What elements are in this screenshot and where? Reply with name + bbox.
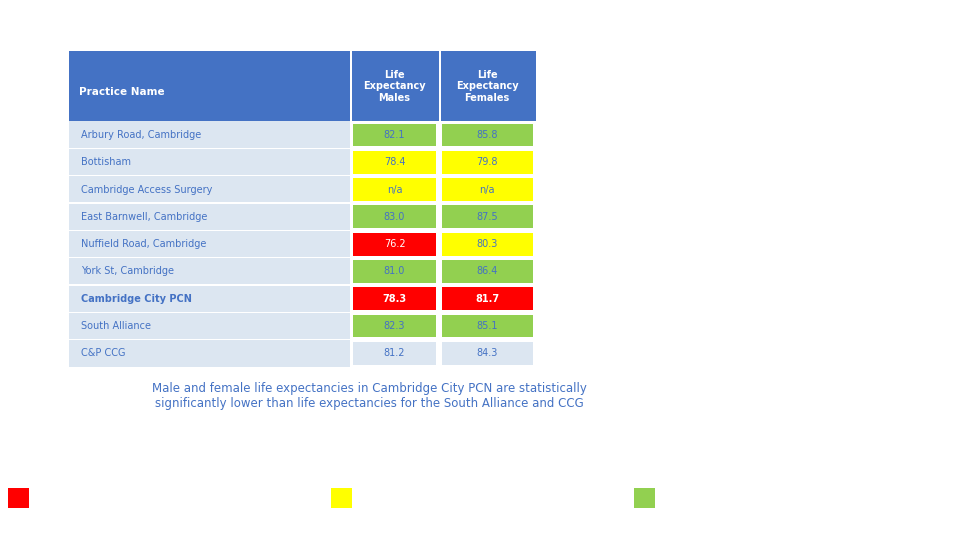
Text: 81.0: 81.0: [384, 266, 405, 276]
Bar: [69, 339, 536, 340]
Bar: [69, 202, 536, 204]
Bar: [69, 340, 350, 367]
Text: York St, Cambridge: York St, Cambridge: [81, 266, 174, 276]
Bar: [69, 312, 350, 340]
Text: Life
Expectancy
Females: Life Expectancy Females: [456, 70, 518, 103]
Bar: [353, 260, 436, 283]
Text: South Alliance: South Alliance: [81, 321, 151, 331]
Bar: [69, 285, 350, 312]
Text: 78.4: 78.4: [384, 157, 405, 167]
Bar: [442, 315, 533, 338]
Bar: [69, 312, 536, 313]
Bar: [442, 287, 533, 310]
Text: Practice Name: Practice Name: [79, 87, 164, 97]
Text: 79.8: 79.8: [476, 157, 498, 167]
Bar: [442, 233, 533, 255]
Bar: [69, 175, 536, 177]
Bar: [69, 230, 536, 231]
Bar: [69, 122, 350, 148]
Text: 82.3: 82.3: [384, 321, 405, 331]
Bar: [69, 258, 350, 285]
Bar: [8, 489, 29, 508]
Bar: [69, 148, 536, 149]
Text: 86.4: 86.4: [476, 266, 498, 276]
Bar: [69, 231, 350, 258]
Bar: [331, 489, 352, 508]
Text: 85.1: 85.1: [476, 321, 498, 331]
Bar: [69, 257, 536, 258]
Text: n/a: n/a: [387, 185, 402, 194]
Bar: [442, 178, 533, 201]
Text: Cambridge Access Surgery: Cambridge Access Surgery: [81, 185, 212, 194]
Text: 83.0: 83.0: [384, 212, 405, 222]
Bar: [439, 51, 441, 122]
Text: Life
Expectancy
Males: Life Expectancy Males: [363, 70, 426, 103]
Text: Nuffield Road, Cambridge: Nuffield Road, Cambridge: [81, 239, 206, 249]
Text: n/a: n/a: [479, 185, 495, 194]
Bar: [634, 489, 655, 508]
Bar: [69, 203, 350, 231]
Text: East Barnwell, Cambridge: East Barnwell, Cambridge: [81, 212, 207, 222]
Bar: [69, 148, 350, 176]
Text: 84.3: 84.3: [476, 348, 498, 359]
Text: Cambridge City PCN: Cambridge City PCN: [81, 294, 191, 303]
Text: Source: C&P PHI based, derived from NHS Digital Civil Registration data and GP r: Source: C&P PHI based, derived from NHS …: [8, 525, 463, 534]
Text: 80.3: 80.3: [476, 239, 498, 249]
Text: Male and female life expectancies in Cambridge City PCN are statistically
signif: Male and female life expectancies in Cam…: [153, 382, 587, 410]
Bar: [69, 284, 536, 286]
Text: 81.7: 81.7: [475, 294, 499, 303]
Text: 78.3: 78.3: [382, 294, 407, 303]
Bar: [353, 287, 436, 310]
Text: C&P CCG: C&P CCG: [81, 348, 125, 359]
Bar: [69, 176, 350, 203]
Text: 85.8: 85.8: [476, 130, 498, 140]
Text: Arbury Road, Cambridge: Arbury Road, Cambridge: [81, 130, 201, 140]
Bar: [350, 51, 352, 122]
Text: 82.1: 82.1: [384, 130, 405, 140]
Text: statistically significantly lower than next level in hierarchy: statistically significantly lower than n…: [36, 494, 283, 503]
Bar: [353, 151, 436, 174]
Bar: [353, 124, 436, 146]
Bar: [69, 51, 536, 122]
Bar: [353, 178, 436, 201]
Bar: [353, 342, 436, 364]
Text: 81.2: 81.2: [384, 348, 405, 359]
Bar: [353, 233, 436, 255]
Bar: [353, 205, 436, 228]
Text: 76.2: 76.2: [384, 239, 405, 249]
Bar: [442, 260, 533, 283]
Bar: [353, 315, 436, 338]
Bar: [442, 342, 533, 364]
Bar: [442, 151, 533, 174]
Text: statistically significantly higher than next level in hierarchy: statistically significantly higher than …: [662, 494, 913, 503]
Text: 87.5: 87.5: [476, 212, 498, 222]
Bar: [442, 124, 533, 146]
Text: Life expectancy: Life expectancy: [12, 11, 171, 29]
Text: statistically similar to next level in hierarchy: statistically similar to next level in h…: [360, 494, 547, 503]
Bar: [442, 205, 533, 228]
Text: Bottisham: Bottisham: [81, 157, 131, 167]
